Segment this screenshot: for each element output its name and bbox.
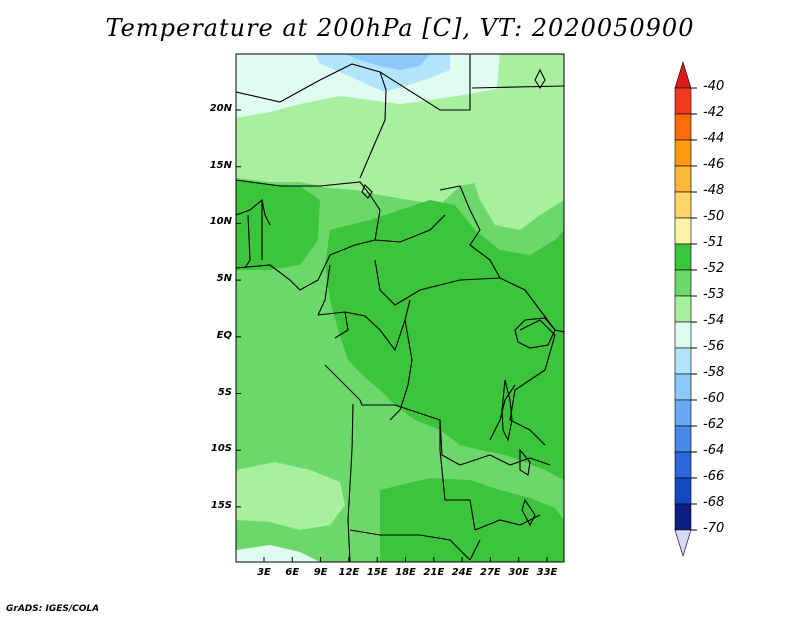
colorbar-swatch xyxy=(674,477,692,505)
field-minus52-west xyxy=(236,180,320,270)
lat-label: 10N xyxy=(209,216,232,228)
field-minus54-southwest xyxy=(236,462,345,530)
colorbar-label: -48 xyxy=(703,183,725,198)
lon-label: 33E xyxy=(536,567,558,578)
colorbar-swatch xyxy=(674,373,692,401)
field-minus60-blob xyxy=(345,54,430,70)
lon-label: 6E xyxy=(285,567,300,578)
field-minus52-central xyxy=(325,200,564,480)
lon-label: 24E xyxy=(451,567,473,578)
colorbar-swatch xyxy=(674,191,692,219)
colorbar-swatch xyxy=(674,503,692,531)
colorbar-swatch xyxy=(674,243,692,271)
country-borders xyxy=(236,54,564,562)
lon-ticks xyxy=(263,557,548,562)
colorbar-swatch xyxy=(674,399,692,427)
colorbar-label: -52 xyxy=(703,261,725,276)
colorbar-swatch xyxy=(674,451,692,479)
lon-label: 27E xyxy=(480,567,501,578)
field-minus54-northeast xyxy=(470,54,564,230)
colorbar-swatch xyxy=(674,321,692,349)
lon-label: 30E xyxy=(508,567,530,578)
lat-ticks xyxy=(236,109,241,508)
lon-label: 12E xyxy=(338,567,360,578)
colorbar-label: -68 xyxy=(703,495,725,510)
chart-title: Temperature at 200hPa [C], VT: 202005090… xyxy=(105,14,695,42)
colorbar-swatch xyxy=(674,425,692,453)
colorbar-label: -42 xyxy=(703,105,725,120)
lon-label: 21E xyxy=(423,567,445,578)
colorbar-label: -66 xyxy=(703,469,725,484)
colorbar-label: -58 xyxy=(703,365,725,380)
colorbar-swatch xyxy=(674,87,692,115)
lat-label: 15S xyxy=(210,499,232,511)
lat-label: 20N xyxy=(209,103,232,114)
lon-label: 18E xyxy=(395,567,416,578)
lat-label: 15N xyxy=(209,159,232,171)
lon-label: 3E xyxy=(257,567,271,578)
credit-text: GrADS: IGES/COLA xyxy=(6,604,100,614)
colorbar-swatch xyxy=(674,217,692,245)
colorbar-label: -70 xyxy=(703,521,725,536)
colorbar-label: -44 xyxy=(703,131,725,146)
colorbar-label: -50 xyxy=(703,209,725,224)
lat-label: 5S xyxy=(217,386,232,398)
colorbar-swatch xyxy=(674,60,692,89)
colorbar-swatch xyxy=(674,529,692,558)
colorbar-swatch xyxy=(674,165,692,193)
lat-label: 5N xyxy=(216,273,232,285)
map-frame xyxy=(235,53,565,563)
colorbar-label: -51 xyxy=(703,235,725,250)
colorbar-swatch xyxy=(674,139,692,167)
colorbar-label: -46 xyxy=(703,157,725,172)
colorbar-label: -53 xyxy=(703,287,725,302)
colorbar-label: -64 xyxy=(703,443,725,458)
colorbar-swatch xyxy=(674,113,692,141)
colorbar-label: -54 xyxy=(703,313,725,328)
colorbar-label: -62 xyxy=(703,417,725,432)
lat-label: 10S xyxy=(210,443,232,455)
lon-label: 9E xyxy=(313,567,328,578)
lon-label: 15E xyxy=(366,567,388,578)
field-minus52-south xyxy=(380,478,564,562)
colorbar xyxy=(674,60,697,558)
colorbar-swatch xyxy=(674,269,692,297)
colorbar-label: -56 xyxy=(703,339,725,354)
colorbar-label: -60 xyxy=(703,391,725,406)
colorbar-label: -40 xyxy=(703,79,725,94)
colorbar-swatch xyxy=(674,295,692,323)
field-minus56-bottom xyxy=(236,545,320,562)
colorbar-swatch xyxy=(674,347,692,375)
lat-label: EQ xyxy=(216,329,232,341)
lakes xyxy=(361,68,556,527)
